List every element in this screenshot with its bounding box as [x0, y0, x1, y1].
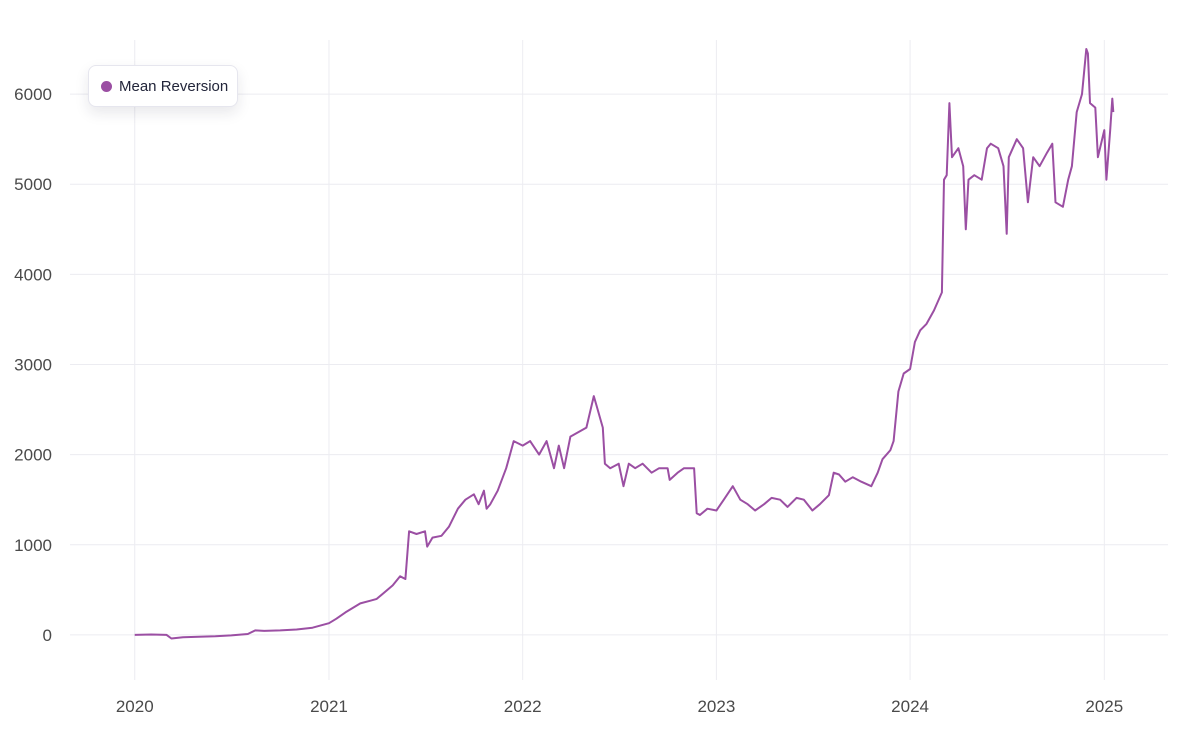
legend-label-mean-reversion: Mean Reversion — [119, 77, 229, 95]
y-tick-label: 0 — [43, 626, 52, 645]
legend: Mean Reversion — [88, 65, 238, 107]
x-tick-label: 2020 — [116, 697, 154, 716]
y-tick-label: 4000 — [14, 265, 52, 284]
x-tick-label: 2023 — [697, 697, 735, 716]
y-tick-label: 6000 — [14, 85, 52, 104]
series-lines — [134, 48, 1115, 640]
legend-marker-mean-reversion — [101, 80, 112, 92]
x-tick-label: 2024 — [891, 697, 929, 716]
grid-lines — [70, 40, 1168, 680]
y-tick-label: 1000 — [14, 536, 52, 555]
y-tick-label: 2000 — [14, 446, 52, 465]
x-tick-label: 2025 — [1085, 697, 1123, 716]
x-axis-ticks: 2020 2021 2022 2023 2024 2025 — [116, 697, 1123, 716]
series-line-mean-reversion — [134, 48, 1115, 640]
y-tick-label: 3000 — [14, 356, 52, 375]
y-tick-label: 5000 — [14, 175, 52, 194]
x-tick-label: 2022 — [504, 697, 542, 716]
y-axis-ticks: 0 1000 2000 3000 4000 5000 6000 — [14, 85, 52, 645]
x-tick-label: 2021 — [310, 697, 348, 716]
